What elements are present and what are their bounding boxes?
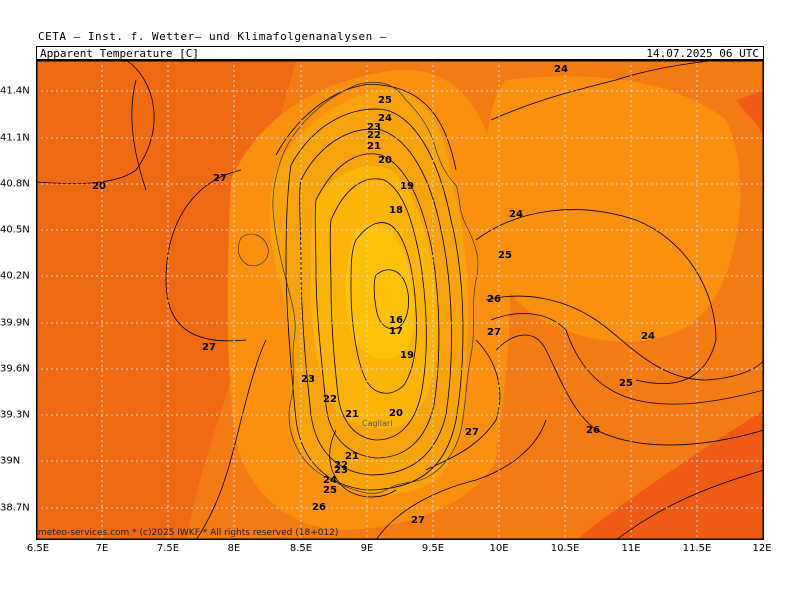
contour-label: 22 bbox=[367, 130, 381, 141]
contour-label: 26 bbox=[586, 425, 600, 436]
contour-label: 24 bbox=[554, 64, 568, 75]
map-frame bbox=[36, 60, 764, 540]
graticule bbox=[36, 60, 764, 540]
contour-label: 23 bbox=[334, 465, 348, 476]
y-tick-label: 40.8N bbox=[0, 178, 30, 190]
x-tick-label: 6.5E bbox=[26, 543, 50, 554]
contour-label: 26 bbox=[312, 502, 326, 513]
contour-label: 27 bbox=[411, 515, 425, 526]
contour-label: 22 bbox=[323, 394, 337, 405]
contour-label: 27 bbox=[202, 342, 216, 353]
contour-label: 17 bbox=[389, 326, 403, 337]
contour-label: 22 bbox=[334, 460, 348, 471]
y-tick-label: 41.4N bbox=[0, 85, 30, 97]
x-tick-label: 8E bbox=[227, 543, 241, 554]
contour-label: 16 bbox=[389, 315, 403, 326]
weather-map: 24 25 24 23 22 21 20 20 27 19 18 24 25 2… bbox=[35, 59, 765, 541]
northeast-hot bbox=[736, 90, 764, 140]
map-canvas: 24 25 24 23 22 21 20 20 27 19 18 24 25 2… bbox=[35, 59, 765, 541]
x-tick-label: 11.5E bbox=[682, 543, 712, 554]
contour-labels: 24 25 24 23 22 21 20 20 27 19 18 24 25 2… bbox=[92, 64, 655, 526]
x-tick-label: 10.5E bbox=[550, 543, 580, 554]
y-tick-label: 41.1N bbox=[0, 132, 30, 144]
x-tick-label: 7.5E bbox=[156, 543, 180, 554]
map-title: CETA — Inst. f. Wetter— und Klimafolgena… bbox=[38, 30, 388, 43]
contour-label: 23 bbox=[301, 374, 315, 385]
x-axis: 6.5E 7E 7.5E 8E 8.5E 9E 9.5E 10E 10.5E 1… bbox=[0, 540, 800, 560]
contour-label: 24 bbox=[641, 331, 655, 342]
parameter-label: Apparent_Temperature [C] bbox=[40, 47, 199, 60]
contour-label: 25 bbox=[378, 95, 392, 106]
x-tick-label: 7E bbox=[95, 543, 109, 554]
contour-label: 19 bbox=[400, 181, 414, 192]
contour-label: 27 bbox=[213, 173, 227, 184]
contour-label: 18 bbox=[389, 205, 403, 216]
x-tick-label: 12E bbox=[752, 543, 772, 554]
y-tick-label: 38.7N bbox=[0, 502, 30, 514]
x-tick-label: 9E bbox=[360, 543, 374, 554]
x-tick-label: 8.5E bbox=[289, 543, 313, 554]
contour-label: 21 bbox=[345, 451, 359, 462]
contour-label: 21 bbox=[345, 409, 359, 420]
y-tick-label: 40.5N bbox=[0, 224, 30, 236]
contour-label: 24 bbox=[509, 209, 523, 220]
x-tick-label: 9.5E bbox=[421, 543, 445, 554]
contour-label: 27 bbox=[487, 327, 501, 338]
y-tick-label: 39N bbox=[0, 455, 21, 467]
x-tick-label: 10E bbox=[489, 543, 509, 554]
y-tick-label: 40.2N bbox=[0, 270, 30, 282]
sardinia-coastline bbox=[272, 81, 479, 494]
island-coolest bbox=[345, 224, 415, 359]
y-tick-label: 39.3N bbox=[0, 409, 30, 421]
y-tick-label: 39.6N bbox=[0, 363, 30, 375]
x-tick-label: 11E bbox=[621, 543, 641, 554]
contour-label: 25 bbox=[619, 378, 633, 389]
city-label-cagliari: Cagliari bbox=[362, 419, 392, 428]
valid-time: 14.07.2025 06 UTC bbox=[646, 47, 759, 60]
contour-label: 25 bbox=[323, 485, 337, 496]
copyright-footer: meteo-services.com * (c)2025 IWKF * All … bbox=[38, 528, 339, 538]
title-bar: Apparent_Temperature [C] 14.07.2025 06 U… bbox=[36, 46, 764, 60]
contour-label: 24 bbox=[323, 475, 337, 486]
contour-label: 20 bbox=[92, 181, 106, 192]
contour-label: 23 bbox=[367, 122, 381, 133]
contour-label: 25 bbox=[498, 250, 512, 261]
contour-label: 27 bbox=[465, 427, 479, 438]
contour-label: 21 bbox=[367, 141, 381, 152]
contour-label: 26 bbox=[487, 294, 501, 305]
contour-label: 19 bbox=[400, 350, 414, 361]
east-sea-cool bbox=[482, 76, 741, 342]
y-tick-label: 39.9N bbox=[0, 317, 30, 329]
contour-label: 20 bbox=[378, 155, 392, 166]
contour-label: 24 bbox=[378, 113, 392, 124]
contour-label: 20 bbox=[389, 408, 403, 419]
island-outline bbox=[238, 233, 269, 266]
